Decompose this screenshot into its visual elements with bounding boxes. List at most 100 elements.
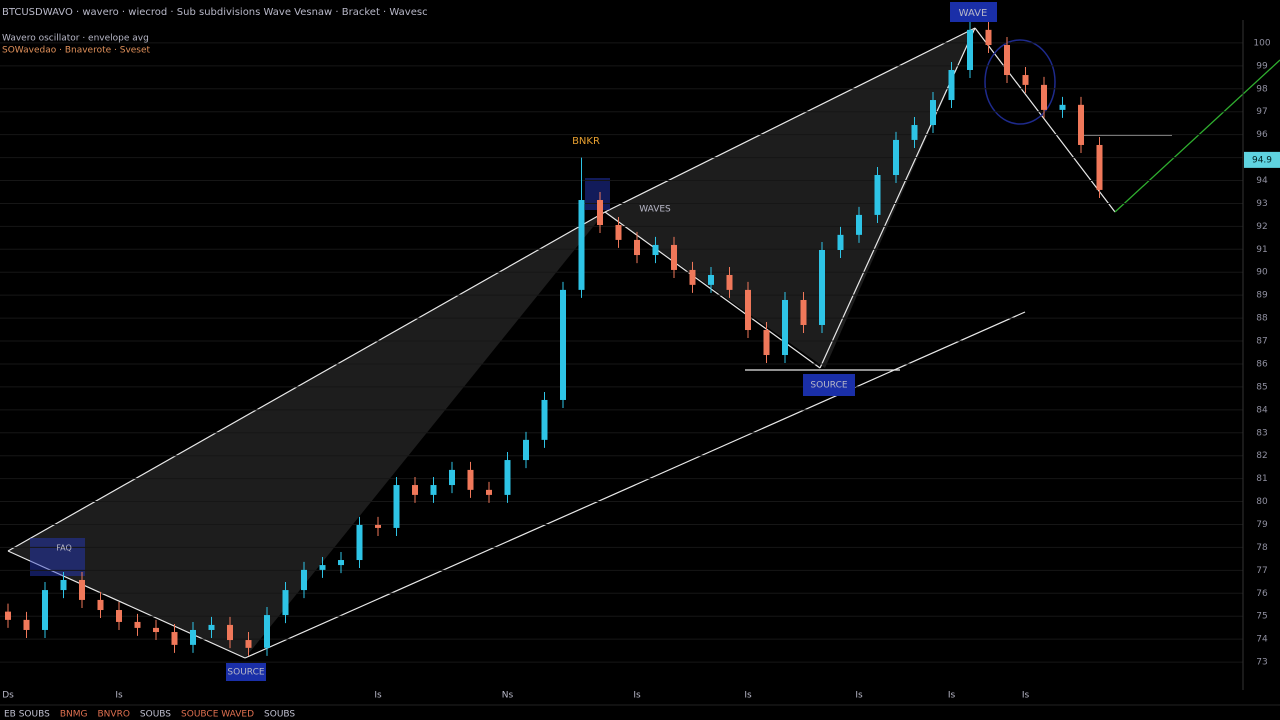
candle-body — [190, 629, 196, 645]
candle-body — [856, 214, 862, 235]
candle-body — [541, 399, 548, 440]
candle-body — [634, 239, 640, 256]
candle-body — [227, 624, 233, 641]
y-tick-label: 75 — [1256, 612, 1267, 622]
candle-body — [375, 524, 381, 528]
candle-body — [393, 485, 400, 528]
chart-title: BTCUSDWAVO · wavero · wiecrod · Sub subd… — [2, 7, 428, 18]
candle-body — [42, 590, 48, 630]
y-tick-label: 87 — [1256, 337, 1267, 347]
labels: BTCUSDWAVO · wavero · wiecrod · Sub subd… — [2, 2, 997, 681]
candle-body — [893, 139, 899, 176]
y-tick-label: 93 — [1256, 199, 1267, 209]
y-tick-label: 90 — [1256, 268, 1268, 278]
indicator-line: SOWavedao · Bnaverote · Sveset — [2, 46, 151, 56]
candle-body — [1078, 104, 1084, 145]
candle-body — [874, 175, 881, 215]
footer-item: SOUBCE WAVED — [181, 710, 254, 720]
candle-body — [615, 225, 622, 240]
y-tick-label: 98 — [1256, 84, 1268, 94]
candle-body — [1096, 144, 1103, 190]
candle-body — [23, 619, 30, 630]
candle-body — [967, 29, 973, 70]
waves-label: WAVES — [639, 205, 671, 215]
y-tick-label: 82 — [1256, 451, 1267, 461]
candle-body — [449, 469, 455, 486]
candle-body — [208, 624, 215, 630]
spike-label: BNKR — [572, 136, 600, 147]
highlight-box — [30, 538, 85, 576]
y-tick-label: 88 — [1256, 314, 1268, 324]
y-tick-label: 84 — [1256, 405, 1268, 415]
candle-body — [763, 330, 770, 356]
candle-body — [1059, 104, 1066, 110]
candle-body — [671, 244, 677, 270]
candle-body — [5, 611, 11, 620]
peak-box — [950, 2, 997, 22]
candle-body — [134, 621, 141, 628]
candle-body — [356, 524, 363, 561]
pattern-line — [974, 27, 1116, 213]
x-tick-label: Is — [633, 691, 641, 701]
x-tick-label: Is — [855, 691, 863, 701]
y-tick-label: 76 — [1256, 589, 1268, 599]
y-tick-label: 83 — [1256, 428, 1267, 438]
y-tick-label: 97 — [1256, 107, 1267, 117]
candle-body — [560, 289, 566, 400]
y-tick-label: 86 — [1256, 359, 1268, 369]
y-tick-label: 80 — [1256, 497, 1268, 507]
candle-body — [930, 100, 936, 126]
y-tick-label: 94 — [1256, 176, 1268, 186]
y-tick-label: 96 — [1256, 130, 1268, 140]
pattern-overlay — [7, 27, 1280, 659]
candle-body — [79, 579, 85, 600]
candle-body — [153, 627, 159, 633]
candle-body — [652, 244, 659, 256]
indicator-line: Wavero oscillator · envelope avg — [2, 34, 149, 44]
y-tick-label: 74 — [1256, 635, 1268, 645]
candle-body — [911, 125, 918, 140]
pattern-line — [7, 211, 606, 552]
y-tick-label: 92 — [1256, 222, 1267, 232]
candle-body — [837, 234, 844, 250]
peak-label: WAVE — [959, 8, 988, 19]
y-tick-label: 99 — [1256, 61, 1268, 71]
plot-area — [0, 21, 1243, 663]
x-tick-label: Is — [115, 691, 123, 701]
candle-body — [116, 610, 122, 622]
highlight-circle — [984, 39, 1056, 125]
candle-body — [708, 274, 714, 285]
source-label: SOURCE — [227, 668, 264, 678]
y-tick-label: 73 — [1256, 658, 1267, 668]
candle-body — [1004, 44, 1010, 76]
start-label: FAQ — [56, 544, 72, 553]
candle-body — [245, 640, 252, 648]
candle-body — [486, 489, 492, 495]
footer: EB SOUBS BNMG BNVRO SOUBS SOUBCE WAVED SOUBS — [4, 710, 295, 720]
y-tick-label: 78 — [1256, 543, 1268, 553]
candle-body — [282, 590, 289, 616]
candle-body — [948, 69, 955, 101]
x-tick-label: Is — [948, 691, 956, 701]
source-box — [226, 663, 266, 681]
candle-body — [745, 289, 751, 331]
pattern-fill — [8, 212, 605, 658]
y-tick-label: 100 — [1253, 38, 1270, 48]
candle-body — [597, 200, 603, 226]
y-tick-label: 91 — [1256, 245, 1267, 255]
candle-body — [504, 460, 511, 495]
candle-body — [412, 485, 418, 495]
candle-body — [985, 29, 992, 45]
x-tick-label: Is — [374, 691, 382, 701]
y-tick-label: 85 — [1256, 382, 1267, 392]
candle-body — [1022, 75, 1029, 85]
footer-item: SOUBS — [264, 710, 295, 720]
x-tick-label: Ns — [502, 691, 514, 701]
candle-body — [800, 299, 807, 325]
last-price-box — [1244, 151, 1280, 168]
candle-body — [338, 560, 344, 566]
x-tick-label: Is — [744, 691, 752, 701]
candle-body — [578, 200, 585, 290]
candle-body — [1041, 84, 1047, 110]
candle-body — [467, 469, 474, 490]
